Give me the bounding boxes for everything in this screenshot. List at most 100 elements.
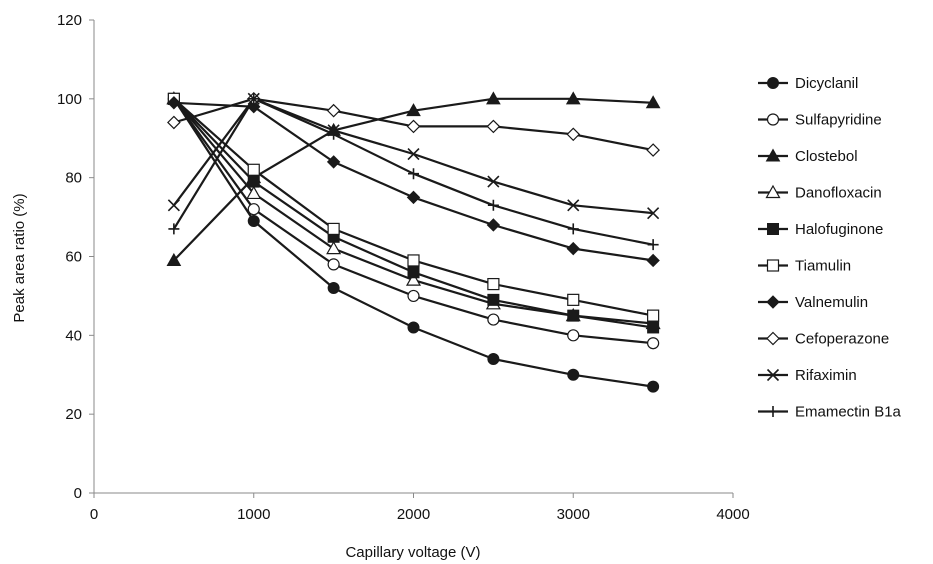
y-tick-label: 20 xyxy=(65,406,82,423)
data-point xyxy=(247,215,260,228)
data-point xyxy=(646,143,660,157)
legend-label: Clostebol xyxy=(795,148,858,165)
legend: Dicyclanil Sulfapyridine Clostebol Danoflox… xyxy=(758,75,902,421)
data-point xyxy=(487,293,500,306)
data-point xyxy=(487,277,500,291)
y-axis-title: Peak area ratio (%) xyxy=(11,193,28,322)
data-point xyxy=(326,240,342,255)
data-point xyxy=(326,103,341,118)
series-line xyxy=(172,98,654,388)
legend-label: Emamectin B1a xyxy=(795,404,902,421)
legend-label: Halofuginone xyxy=(795,221,883,238)
data-point xyxy=(407,321,420,334)
y-axis-ticks: 0 20 40 60 80 100 120 xyxy=(57,12,94,502)
data-point xyxy=(647,321,660,334)
legend-item: Valnemulin xyxy=(758,294,868,311)
x-axis-title: Capillary voltage (V) xyxy=(345,544,480,561)
legend-label: Danofloxacin xyxy=(795,185,882,202)
data-point xyxy=(327,222,340,236)
data-point xyxy=(326,155,341,169)
data-point xyxy=(647,337,660,350)
data-point xyxy=(487,199,499,211)
data-point xyxy=(487,313,500,326)
data-point xyxy=(486,119,501,134)
data-point xyxy=(486,91,501,105)
data-point xyxy=(167,96,181,110)
data-point xyxy=(486,218,501,232)
legend-marker xyxy=(765,148,781,162)
data-point xyxy=(166,252,182,266)
legend-item: Rifaximin xyxy=(758,367,857,384)
data-point xyxy=(567,329,580,342)
data-point xyxy=(487,175,500,188)
data-point xyxy=(566,241,580,256)
legend-marker xyxy=(766,368,780,382)
data-point xyxy=(247,100,261,114)
legend-item: Cefoperazone xyxy=(758,331,889,348)
data-point xyxy=(565,91,581,105)
legend-marker xyxy=(767,77,779,89)
data-point xyxy=(647,207,660,220)
legend-label: Valnemulin xyxy=(795,294,868,311)
data-point xyxy=(408,168,419,180)
data-point xyxy=(567,199,580,212)
legend-label: Rifaximin xyxy=(795,367,857,384)
data-point xyxy=(647,239,659,251)
series-markers-0 xyxy=(167,92,660,393)
x-tick-label: 2000 xyxy=(397,506,430,523)
legend-marker xyxy=(766,331,780,346)
data-point xyxy=(247,163,260,176)
y-tick-label: 60 xyxy=(65,249,82,266)
legend-item: Danofloxacin xyxy=(758,185,882,202)
data-point xyxy=(248,93,260,105)
legend-marker xyxy=(766,113,780,126)
data-point xyxy=(407,266,420,279)
series-layer xyxy=(166,91,661,393)
legend-label: Sulfapyridine xyxy=(795,112,882,129)
data-point xyxy=(566,127,581,142)
x-tick-label: 3000 xyxy=(557,506,590,523)
legend-marker xyxy=(767,223,779,235)
y-tick-label: 120 xyxy=(57,12,82,29)
data-point xyxy=(645,95,661,109)
data-point xyxy=(567,309,580,322)
y-tick-label: 0 xyxy=(74,485,82,502)
data-point xyxy=(406,103,421,117)
data-point xyxy=(487,352,500,365)
data-point xyxy=(407,147,420,161)
x-tick-label: 0 xyxy=(90,506,98,523)
legend-marker xyxy=(766,259,780,272)
legend-item: Tiamulin xyxy=(758,258,851,275)
x-tick-label: 1000 xyxy=(237,506,270,523)
data-point xyxy=(406,119,421,134)
series-markers-6 xyxy=(167,96,660,268)
legend-item: Sulfapyridine xyxy=(758,112,882,129)
data-point xyxy=(406,190,421,205)
legend-item: Emamectin B1a xyxy=(758,404,902,421)
x-axis-ticks: 0 1000 2000 3000 4000 xyxy=(90,493,750,523)
data-point xyxy=(567,293,580,306)
legend-item: Halofuginone xyxy=(758,221,883,238)
data-point xyxy=(647,380,660,393)
series-0 xyxy=(172,98,654,388)
data-point xyxy=(407,289,420,303)
data-point xyxy=(327,258,340,271)
series-markers-9 xyxy=(168,93,659,251)
data-point xyxy=(647,309,660,322)
data-point xyxy=(167,199,180,212)
data-point xyxy=(646,253,660,268)
x-tick-label: 4000 xyxy=(716,506,749,523)
legend-label: Cefoperazone xyxy=(795,331,889,348)
data-point xyxy=(246,185,262,200)
data-point xyxy=(167,115,181,130)
legend-label: Dicyclanil xyxy=(795,75,858,92)
data-point xyxy=(405,272,422,286)
legend-marker xyxy=(766,295,780,309)
data-point xyxy=(327,282,340,295)
legend-label: Tiamulin xyxy=(795,258,851,275)
data-point xyxy=(407,254,420,267)
data-point xyxy=(247,203,260,216)
data-point xyxy=(567,223,579,235)
data-point xyxy=(247,175,260,188)
